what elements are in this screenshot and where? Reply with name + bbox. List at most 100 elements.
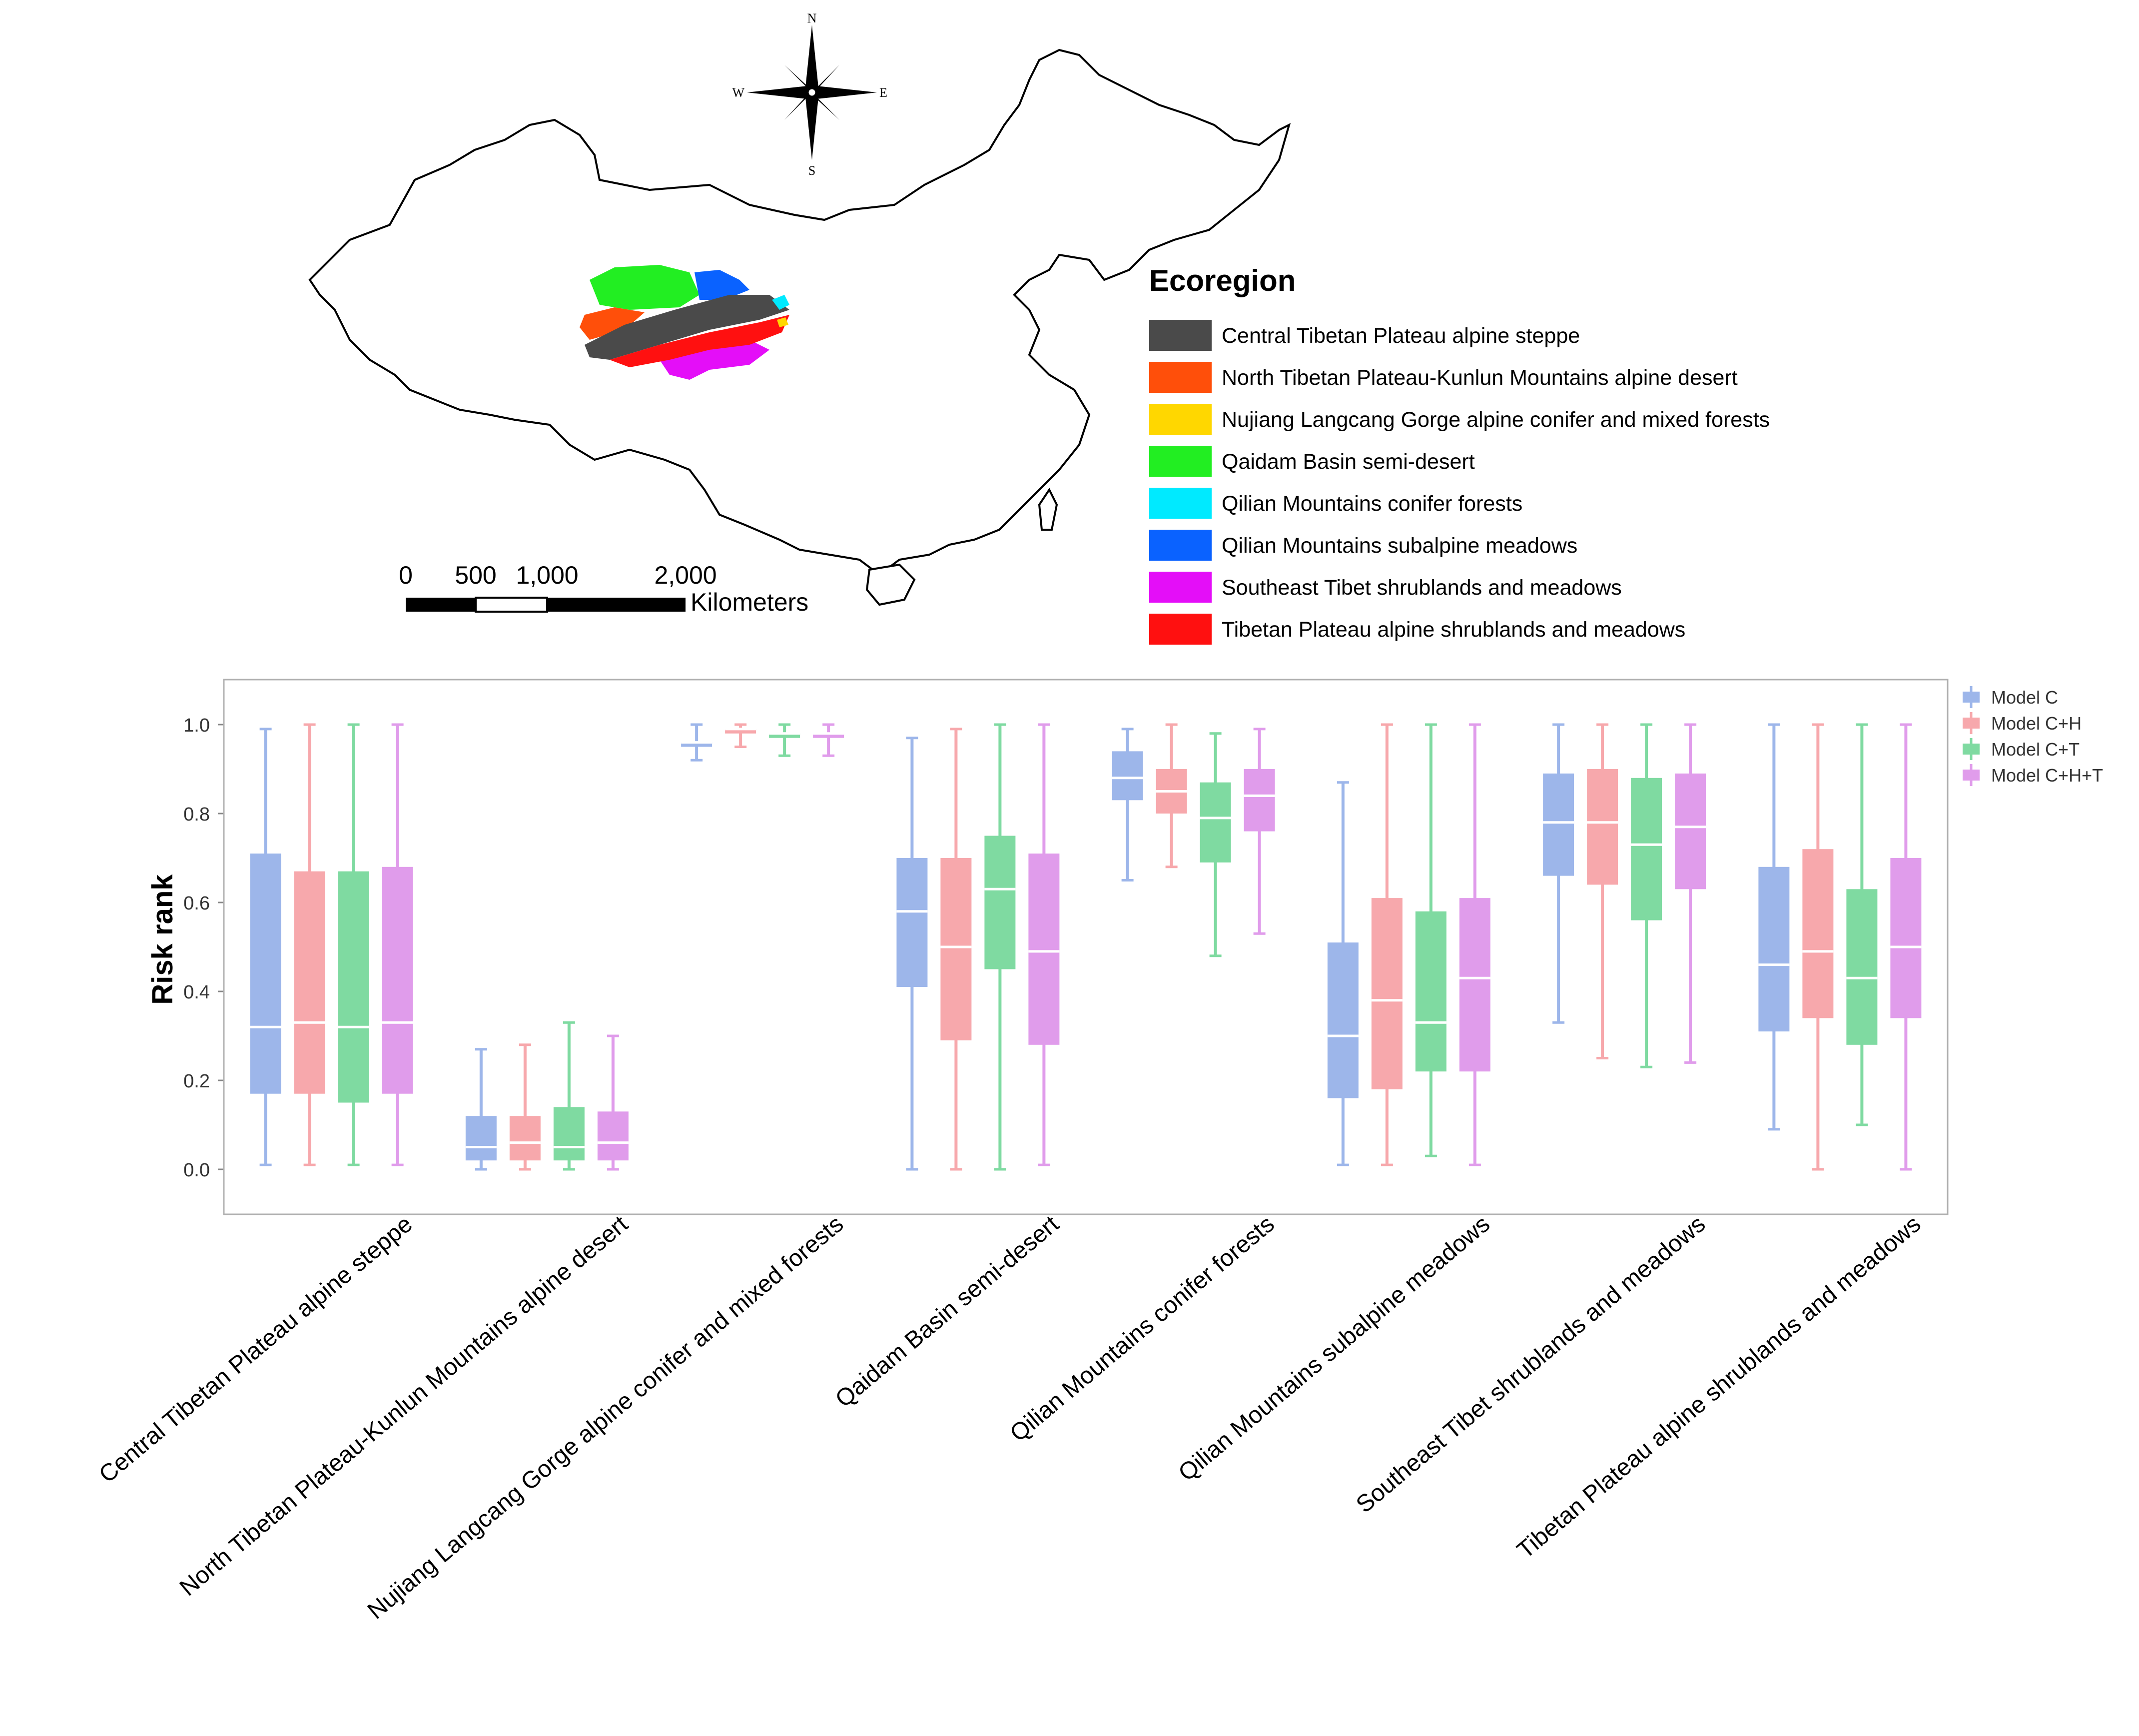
box-0-0 xyxy=(250,728,281,1166)
box-0-1 xyxy=(294,723,325,1166)
ecoregion-qilian-conifer xyxy=(772,295,789,310)
x-category-label-6: Southeast Tibet shrublands and meadows xyxy=(1351,1211,1710,1518)
compass-point-west xyxy=(747,85,812,99)
scale-segment-1 xyxy=(406,598,476,612)
y-tick-label-2: 0.4 xyxy=(183,982,210,1003)
box-1-2 xyxy=(553,1021,585,1171)
iqr-box xyxy=(896,858,928,987)
hainan-island xyxy=(865,563,916,606)
y-axis-title: Risk rank xyxy=(146,874,179,1005)
compass-label-n: N xyxy=(807,11,817,25)
compass-label-s: S xyxy=(808,163,815,178)
box-4-2 xyxy=(1200,732,1231,957)
box-3-1 xyxy=(940,728,972,1171)
y-tick-label-4: 0.8 xyxy=(183,804,210,825)
iqr-box xyxy=(1459,898,1490,1072)
plot-frame xyxy=(223,679,1949,1215)
box-0-2 xyxy=(338,723,369,1166)
iqr-box xyxy=(813,733,844,738)
ecoregion-swatch-0 xyxy=(1149,320,1212,351)
compass-point-diagonals xyxy=(784,65,839,120)
x-category-label-3: Qaidam Basin semi-desert xyxy=(830,1211,1064,1413)
iqr-box xyxy=(1543,773,1574,876)
ecoregion-tibetan-shrublands xyxy=(610,315,789,367)
ecoregion-qilian-subalpine xyxy=(695,270,749,300)
iqr-box xyxy=(1802,849,1834,1018)
iqr-box xyxy=(1112,751,1143,801)
iqr-box xyxy=(553,1107,585,1161)
iqr-box xyxy=(725,729,756,734)
iqr-box xyxy=(597,1111,629,1161)
scale-tick-0: 0 xyxy=(399,561,413,589)
iqr-box xyxy=(1587,769,1618,885)
taiwan-island xyxy=(1038,488,1058,531)
iqr-box xyxy=(1890,858,1922,1018)
box-7-2 xyxy=(1846,723,1878,1126)
legend-entry-2: Model C+T xyxy=(1963,738,2080,760)
y-tick-label-5: 1.0 xyxy=(183,715,210,736)
box-2-1 xyxy=(725,723,756,748)
ecoregion-legend-label-7: Tibetan Plateau alpine shrublands and me… xyxy=(1222,618,1685,642)
ecoregion-patches xyxy=(580,265,789,380)
compass-point-south xyxy=(805,92,819,160)
ecoregion-legend-label-3: Qaidam Basin semi-desert xyxy=(1222,450,1475,474)
ecoregion-legend-label-6: Southeast Tibet shrublands and meadows xyxy=(1222,576,1622,600)
ecoregion-southeast-tibet xyxy=(660,340,769,380)
legend-entry-0: Model C xyxy=(1963,686,2058,708)
ecoregion-legend-label-5: Qilian Mountains subalpine meadows xyxy=(1222,534,1577,558)
box-5-1 xyxy=(1371,723,1403,1166)
ecoregion-nujiang xyxy=(777,317,788,327)
scale-tick-2000: 2,000 xyxy=(654,561,716,589)
box-6-3 xyxy=(1675,723,1706,1064)
ecoregion-qaidam xyxy=(590,265,700,310)
y-tick-label-1: 0.2 xyxy=(183,1071,210,1092)
box-4-1 xyxy=(1156,723,1187,868)
compass-rose: N S E W xyxy=(732,11,887,178)
scale-tick-1000: 1,000 xyxy=(516,561,578,589)
iqr-box xyxy=(1846,889,1878,1045)
scale-segment-2 xyxy=(475,597,548,613)
ecoregion-legend-label-0: Central Tibetan Plateau alpine steppe xyxy=(1222,324,1580,348)
iqr-box xyxy=(1631,778,1662,920)
scale-segment-3 xyxy=(547,598,686,612)
ecoregion-north-tibet xyxy=(580,307,645,340)
iqr-box xyxy=(1028,854,1060,1045)
iqr-box xyxy=(681,742,713,747)
ecoregion-swatch-4 xyxy=(1149,488,1212,519)
box-3-2 xyxy=(984,723,1016,1171)
ecoregion-legend-label-2: Nujiang Langcang Gorge alpine conifer an… xyxy=(1222,408,1770,432)
iqr-box xyxy=(1244,769,1275,832)
compass-point-north xyxy=(805,25,819,92)
x-category-label-7: Tibetan Plateau alpine shrublands and me… xyxy=(1512,1211,1926,1564)
box-5-0 xyxy=(1327,781,1359,1166)
iqr-box xyxy=(1675,773,1706,889)
iqr-box xyxy=(1371,898,1403,1089)
ecoregion-legend: Ecoregion Central Tibetan Plateau alpine… xyxy=(1149,264,1770,645)
iqr-box xyxy=(1200,782,1231,863)
iqr-box xyxy=(1327,942,1359,1098)
legend-swatch xyxy=(1963,744,1980,755)
iqr-box xyxy=(984,836,1016,969)
iqr-box xyxy=(509,1116,541,1161)
scale-unit: Kilometers xyxy=(691,588,808,616)
iqr-box xyxy=(294,871,325,1094)
iqr-box xyxy=(769,733,800,738)
legend-label: Model C+T xyxy=(1991,739,2080,760)
china-map xyxy=(308,48,1291,606)
compass-point-east xyxy=(812,85,877,99)
ecoregion-swatch-1 xyxy=(1149,362,1212,393)
ecoregion-swatch-2 xyxy=(1149,404,1212,435)
legend-swatch xyxy=(1963,770,1980,781)
box-7-0 xyxy=(1758,723,1790,1131)
legend-label: Model C+H xyxy=(1991,713,2082,734)
ecoregion-legend-label-4: Qilian Mountains conifer forests xyxy=(1222,492,1522,516)
box-3-0 xyxy=(896,737,928,1171)
box-5-3 xyxy=(1459,723,1490,1166)
legend-entry-1: Model C+H xyxy=(1963,712,2082,734)
box-1-1 xyxy=(509,1043,541,1171)
box-6-2 xyxy=(1631,723,1662,1068)
x-category-label-2: Nujiang Langcang Gorge alpine conifer an… xyxy=(363,1211,848,1625)
compass-center xyxy=(807,87,817,97)
box-2-2 xyxy=(769,723,800,757)
box-1-0 xyxy=(465,1048,497,1171)
